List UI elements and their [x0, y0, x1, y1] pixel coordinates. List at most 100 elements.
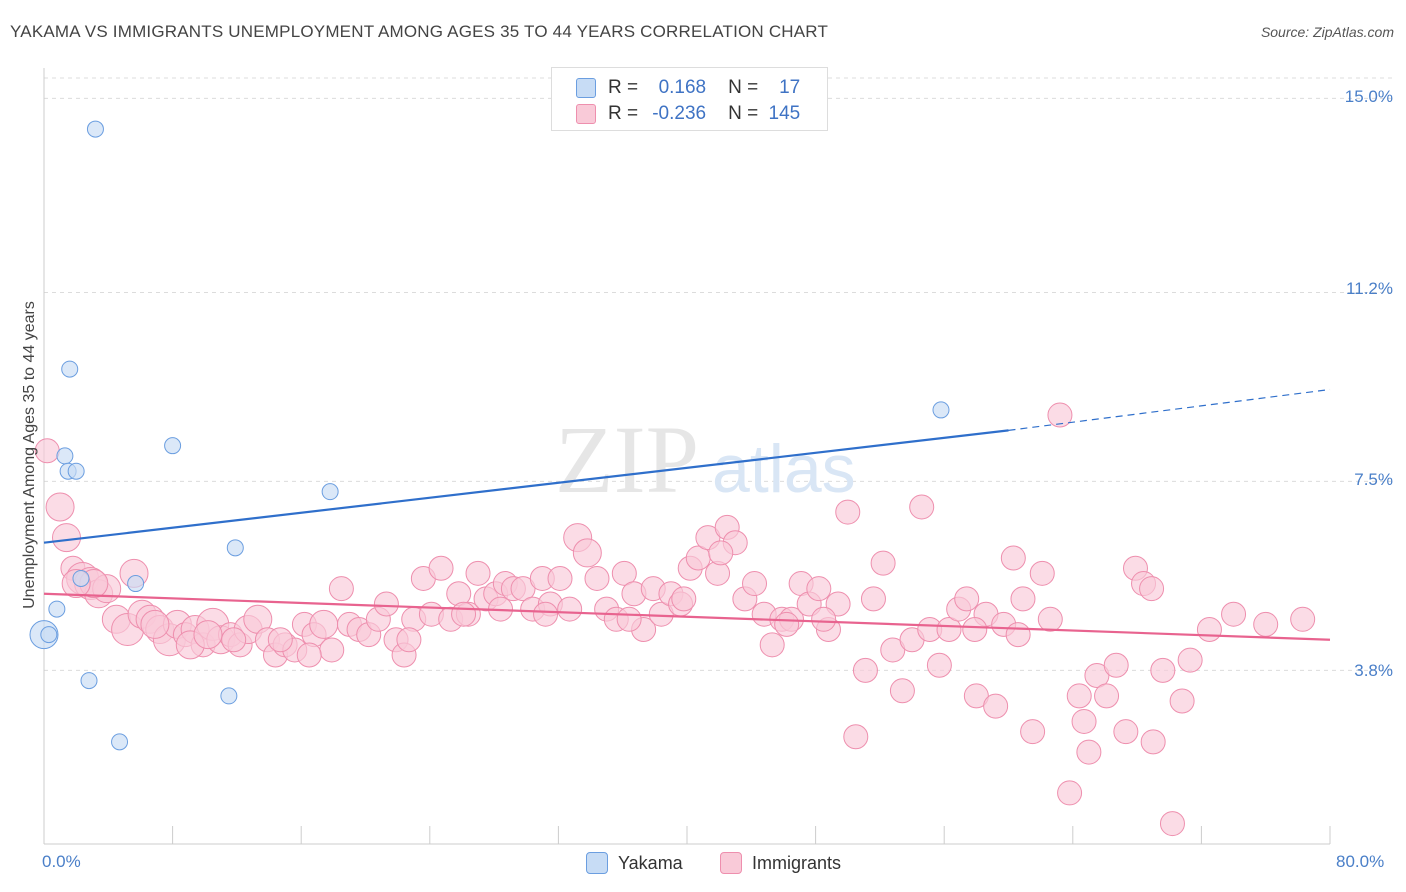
y-tick-label: 15.0%: [1344, 87, 1393, 106]
yakama-points: [29, 120, 950, 751]
immigrants-point: [45, 492, 75, 522]
immigrants-point: [1159, 811, 1185, 837]
trend-lines: [43, 388, 1331, 641]
yakama-point: [220, 687, 238, 705]
x-tick-label-max: 80.0%: [1336, 852, 1385, 871]
immigrants-point: [1221, 601, 1247, 627]
legend-item-immigrants[interactable]: Immigrants: [720, 852, 841, 874]
immigrants-trend-line: [43, 592, 1331, 641]
yakama-legend-swatch: [586, 852, 608, 874]
immigrants-point: [451, 601, 477, 627]
yakama-point: [67, 462, 85, 480]
immigrants-point: [742, 571, 768, 597]
immigrants-point: [193, 620, 223, 650]
immigrants-point: [870, 550, 896, 576]
immigrants-point: [909, 494, 935, 520]
immigrants-point: [510, 576, 536, 602]
r-label: R =: [608, 103, 639, 124]
n-value: 145: [768, 103, 801, 124]
watermark-atlas: atlas: [712, 431, 856, 507]
immigrants-point: [962, 617, 988, 643]
immigrants-point: [1020, 719, 1046, 745]
legend-item-yakama[interactable]: Yakama: [586, 852, 683, 874]
immigrants-point: [1071, 708, 1097, 734]
immigrants-point: [1196, 617, 1222, 643]
watermark: ZIP atlas: [555, 406, 856, 513]
immigrants-point: [1057, 780, 1083, 806]
immigrants-point: [309, 609, 339, 639]
immigrants-point: [954, 586, 980, 612]
yakama-point: [164, 437, 182, 455]
immigrants-point: [852, 657, 878, 683]
immigrants-point: [671, 586, 697, 612]
immigrants-point: [267, 627, 293, 653]
stats-legend: R = 0.168 N = 17 R = -0.236 N = 145: [551, 67, 828, 131]
immigrants-legend-swatch: [720, 852, 742, 874]
yakama-swatch: [576, 78, 596, 98]
legend-label-yakama: Yakama: [618, 852, 683, 873]
immigrants-point: [465, 560, 491, 586]
immigrants-point: [1047, 402, 1073, 428]
watermark-zip: ZIP: [555, 406, 699, 513]
immigrants-points: [34, 402, 1316, 837]
yakama-point: [321, 483, 339, 501]
immigrants-point: [1076, 739, 1102, 765]
y-tick-label: 7.5%: [1354, 470, 1393, 489]
yakama-trend-line: [43, 429, 1009, 544]
immigrants-point: [1010, 586, 1036, 612]
source-label: Source: ZipAtlas.com: [1260, 24, 1394, 40]
yakama-trend-extension: [1008, 388, 1331, 431]
yakama-point: [80, 672, 98, 690]
immigrants-point: [806, 576, 832, 602]
immigrants-point: [1169, 688, 1195, 714]
immigrants-point: [835, 499, 861, 525]
immigrants-point: [1140, 729, 1166, 755]
immigrants-point: [140, 609, 170, 639]
immigrants-point: [811, 606, 837, 632]
immigrants-point: [926, 652, 952, 678]
immigrants-point: [1177, 647, 1203, 673]
immigrants-swatch: [576, 104, 596, 124]
immigrants-point: [52, 523, 82, 553]
immigrants-point: [373, 591, 399, 617]
immigrants-point: [584, 565, 610, 591]
immigrants-point: [1103, 652, 1129, 678]
yakama-point: [111, 733, 129, 751]
y-axis-label: Unemployment Among Ages 35 to 44 years: [21, 301, 38, 609]
y-tick-label: 11.2%: [1346, 279, 1393, 298]
immigrants-point: [1084, 662, 1110, 688]
n-value: 17: [779, 77, 801, 98]
immigrants-point: [708, 540, 734, 566]
immigrants-point: [1000, 545, 1026, 571]
immigrants-point: [396, 627, 422, 653]
immigrants-point: [1029, 560, 1055, 586]
immigrants-point: [1150, 657, 1176, 683]
r-value: 0.168: [658, 77, 707, 98]
yakama-point: [127, 575, 145, 593]
immigrants-point: [572, 538, 602, 568]
immigrants-point: [1037, 606, 1063, 632]
immigrants-point: [221, 627, 247, 653]
legend-label-immigrants: Immigrants: [752, 852, 842, 873]
immigrants-point: [889, 678, 915, 704]
immigrants-point: [843, 724, 869, 750]
immigrants-point: [533, 601, 559, 627]
immigrants-point: [963, 683, 989, 709]
immigrants-point: [983, 693, 1009, 719]
immigrants-point: [648, 601, 674, 627]
immigrants-point: [428, 555, 454, 581]
immigrants-point: [774, 611, 800, 637]
immigrants-point: [547, 565, 573, 591]
r-label: R =: [608, 77, 639, 98]
immigrants-point: [1005, 622, 1031, 648]
immigrants-point: [319, 637, 345, 663]
y-tick-label: 3.8%: [1354, 661, 1393, 680]
yakama-point: [72, 569, 90, 587]
immigrants-point: [328, 576, 354, 602]
immigrants-point: [1113, 719, 1139, 745]
immigrants-point: [936, 617, 962, 643]
immigrants-point: [1094, 683, 1120, 709]
n-label: N =: [728, 77, 759, 98]
immigrants-point: [880, 637, 906, 663]
